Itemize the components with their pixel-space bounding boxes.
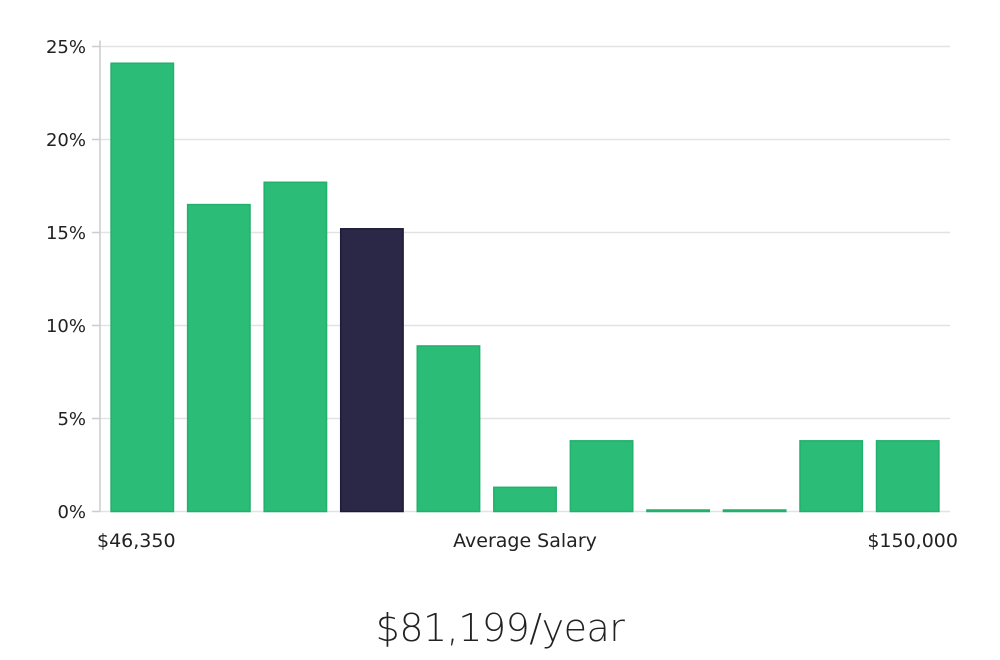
- y-tick-label: 15%: [46, 223, 86, 244]
- average-salary-value: $81,199/year: [375, 606, 625, 650]
- salary-histogram: 0%5%10%15%20%25% $46,350 Average Salary …: [46, 37, 958, 552]
- x-min-label: $46,350: [97, 530, 176, 552]
- x-axis-title: Average Salary: [453, 530, 597, 552]
- bars: [110, 62, 940, 513]
- bar: [186, 203, 251, 513]
- bar: [263, 181, 328, 513]
- bar: [799, 440, 864, 513]
- bar: [646, 509, 711, 513]
- bar: [722, 509, 787, 513]
- y-tick-label: 5%: [57, 409, 86, 430]
- y-axis: 0% 5% 10% 15% 20% 25%: [46, 37, 100, 523]
- y-tick-label: 25%: [46, 37, 86, 58]
- bar: [416, 345, 481, 513]
- bar-highlighted: [339, 228, 404, 513]
- bar: [569, 440, 634, 513]
- bar: [875, 440, 940, 513]
- y-tick-label: 10%: [46, 316, 86, 337]
- x-max-label: $150,000: [867, 530, 958, 552]
- y-tick-label: 0%: [57, 502, 86, 523]
- bar: [110, 62, 175, 513]
- y-tick-label: 20%: [46, 130, 86, 151]
- bar: [493, 486, 557, 513]
